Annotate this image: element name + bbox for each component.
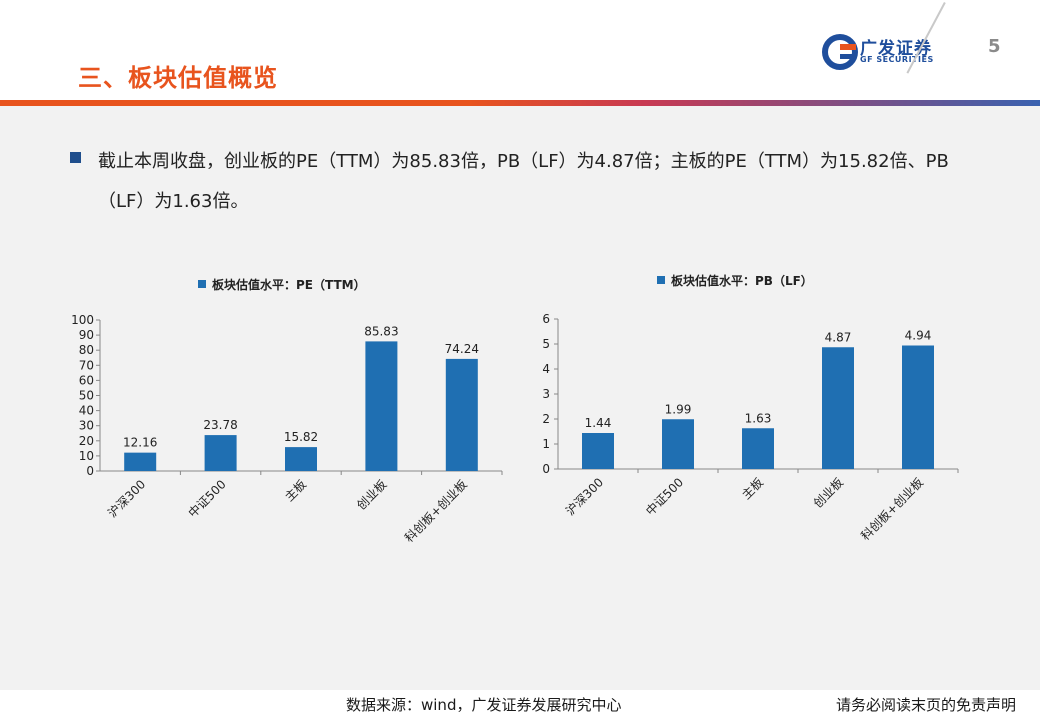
chart1-data-label: 12.16 [123,436,157,450]
chart1-category-label: 沪深300 [105,477,148,520]
chart2-bar [822,347,854,469]
chart2-y-tick-label: 0 [542,462,550,476]
chart1-y-tick-label: 20 [79,434,94,448]
chart1-data-label: 15.82 [284,430,318,444]
chart1-y-tick-label: 10 [79,449,94,463]
charts-canvas: 板块估值水平：PE（TTM）010203040506070809010012.1… [71,273,959,545]
chart2-y-tick-label: 3 [542,387,550,401]
chart1-y-tick-label: 30 [79,419,94,433]
data-source-note: 数据来源：wind，广发证券发展研究中心 [346,696,622,714]
chart1-y-tick-label: 60 [79,373,94,387]
chart1-data-label: 85.83 [364,324,398,338]
chart2-y-tick-label: 4 [542,362,550,376]
chart2-data-label: 1.63 [745,411,772,425]
slide-header: 三、板块估值概览 广发证券 GF SECURITIES 5 [0,0,1040,104]
chart1-legend-swatch [198,280,206,288]
summary-text: 截止本周收盘，创业板的PE（TTM）为85.83倍，PB（LF）为4.87倍；主… [98,151,949,212]
chart1-category-label: 科创板+创业板 [402,477,470,545]
header-color-band [0,100,1040,106]
disclaimer-note: 请务必阅读末页的免责声明 [836,696,1017,714]
chart2-y-tick-label: 5 [542,337,550,351]
chart1-category-label: 创业板 [354,477,389,512]
logo-chinese-name: 广发证券 [860,39,932,59]
chart1-category-label: 中证500 [185,477,229,521]
chart1-y-tick-label: 40 [79,404,94,418]
chart2-category-label: 科创板+创业板 [858,475,926,543]
chart1-y-tick-label: 50 [79,389,94,403]
chart2-legend-label: 板块估值水平：PB（LF） [671,273,813,288]
chart1-bar [285,447,317,471]
chart2-category-label: 主板 [739,475,766,502]
chart2-legend-swatch [657,276,665,284]
chart2-data-label: 4.87 [825,330,852,344]
chart2-category-label: 沪深300 [563,475,606,518]
gf-logo-icon [822,34,858,70]
chart2-y-tick-label: 2 [542,412,550,426]
company-logo: 广发证券 GF SECURITIES [822,32,952,72]
footer [0,690,1040,720]
chart2-data-label: 4.94 [905,329,932,343]
chart2-bar [662,419,694,469]
logo-english-name: GF SECURITIES [860,55,934,64]
chart1-y-tick-label: 70 [79,358,94,372]
chart2-bar [742,428,774,469]
chart2-category-label: 创业板 [811,475,846,510]
chart1-bar [445,358,478,471]
chart2-y-tick-label: 6 [542,312,550,326]
chart1-y-tick-label: 100 [71,313,94,327]
chart2-data-label: 1.44 [585,416,612,430]
chart1-data-label: 74.24 [445,342,479,356]
chart1-bar [124,452,157,471]
chart1-bar [365,341,398,471]
slide-content [0,106,1040,690]
chart2-bar [902,345,934,469]
chart1-y-tick-label: 90 [79,328,94,342]
chart1-y-tick-label: 0 [86,464,94,478]
page-number: 5 [988,36,1001,57]
slide-title: 三、板块估值概览 [78,64,278,92]
chart1-bar [204,435,237,471]
bullet-marker [70,152,81,163]
chart2-data-label: 1.99 [665,402,692,416]
chart2-y-tick-label: 1 [542,437,550,451]
chart1-legend-label: 板块估值水平：PE（TTM） [212,277,366,292]
chart2-bar [582,433,614,469]
chart1-y-tick-label: 80 [79,343,94,357]
chart2-category-label: 中证500 [642,475,686,519]
chart1-data-label: 23.78 [203,418,237,432]
chart1-category-label: 主板 [282,477,309,504]
